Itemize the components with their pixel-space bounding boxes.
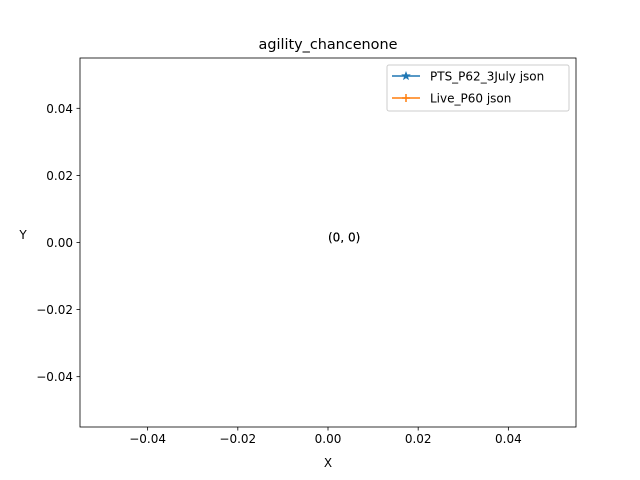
chart-title: agility_chancenone [259, 37, 398, 53]
x-axis-label: X [324, 456, 332, 470]
y-tick-label: 0.00 [46, 236, 73, 250]
y-tick-label: −0.04 [36, 370, 73, 384]
legend: PTS_P62_3July json Live_P60 json [386, 64, 570, 112]
legend-frame [386, 64, 570, 112]
legend-plus-marker [402, 94, 410, 102]
point-annotation: (0, 0) [328, 231, 360, 245]
legend-label-1: Live_P60 json [430, 92, 511, 106]
legend-label-0: PTS_P62_3July json [430, 70, 544, 84]
x-tick-label: −0.04 [129, 432, 166, 446]
y-axis-label: Y [18, 228, 27, 242]
legend-star-marker [401, 70, 411, 81]
y-tick-label: −0.02 [36, 303, 73, 317]
point-annotation: (0, 0) [328, 231, 360, 245]
x-axis-ticks: −0.04 −0.02 0.00 0.02 0.04 [129, 427, 522, 446]
data-marks: (0, 0)(0, 0) [328, 231, 360, 245]
plot-area-frame [79, 57, 577, 428]
y-tick-label: 0.02 [46, 169, 73, 183]
y-axis-ticks: 0.04 0.02 0.00 −0.02 −0.04 [36, 102, 80, 384]
x-tick-label: 0.02 [405, 432, 432, 446]
y-tick-label: 0.04 [46, 102, 73, 116]
x-tick-label: 0.00 [315, 432, 342, 446]
x-tick-label: 0.04 [495, 432, 522, 446]
x-tick-label: −0.02 [219, 432, 256, 446]
